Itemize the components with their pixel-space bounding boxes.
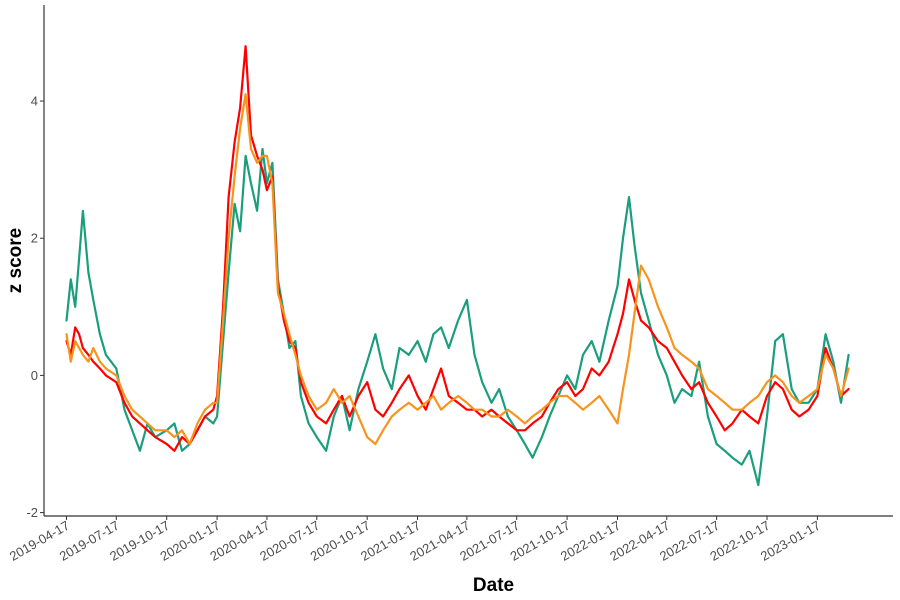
series-line-3: [65, 93, 850, 446]
series-line-2: [65, 45, 850, 452]
series-layer: [65, 45, 850, 487]
axes-layer: [43, 5, 893, 517]
y-tick-label: -2: [26, 505, 38, 520]
ticks-layer: -20242019-04-172019-07-172019-10-172020-…: [7, 94, 823, 564]
y-axis-title: z score: [5, 228, 26, 293]
x-axis-title: Date: [473, 575, 514, 596]
y-tick-label: 2: [31, 231, 38, 246]
y-tick-label: 0: [31, 368, 38, 383]
y-tick-label: 4: [31, 94, 38, 109]
